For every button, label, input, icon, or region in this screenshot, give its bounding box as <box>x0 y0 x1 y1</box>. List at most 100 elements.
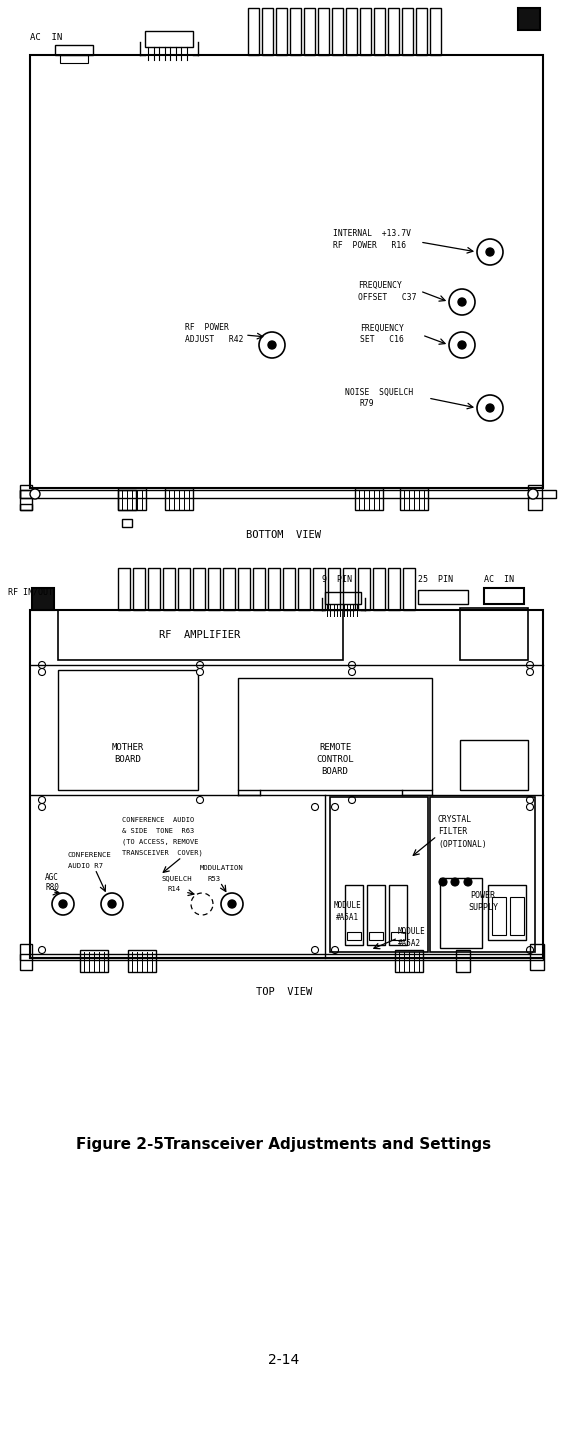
Bar <box>400 488 428 510</box>
Text: BOARD: BOARD <box>115 754 141 763</box>
Bar <box>402 9 413 55</box>
Text: MODULE: MODULE <box>398 928 426 937</box>
Text: Figure 2-5Transceiver Adjustments and Settings: Figure 2-5Transceiver Adjustments and Se… <box>77 1138 491 1153</box>
Bar <box>55 45 93 55</box>
Circle shape <box>477 395 503 421</box>
Bar <box>492 896 506 935</box>
Bar <box>32 588 54 610</box>
Bar <box>416 9 427 55</box>
Bar <box>118 489 136 510</box>
Circle shape <box>30 489 40 500</box>
Text: TOP  VIEW: TOP VIEW <box>256 988 312 998</box>
Bar <box>369 933 383 940</box>
Circle shape <box>52 893 74 915</box>
Text: AGC: AGC <box>45 873 59 882</box>
Circle shape <box>527 804 533 811</box>
Bar <box>403 568 415 610</box>
Bar <box>30 610 543 959</box>
Circle shape <box>259 332 285 358</box>
Bar <box>391 933 405 940</box>
Circle shape <box>108 901 116 908</box>
Bar <box>395 950 423 972</box>
Bar <box>389 885 407 946</box>
Circle shape <box>527 669 533 676</box>
Text: NOISE  SQUELCH: NOISE SQUELCH <box>345 388 414 397</box>
Circle shape <box>527 796 533 804</box>
Text: TRANSCEIVER  COVER): TRANSCEIVER COVER) <box>122 850 203 856</box>
Text: CONFERENCE  AUDIO: CONFERENCE AUDIO <box>122 817 194 822</box>
Bar <box>304 9 315 55</box>
Bar <box>298 568 310 610</box>
Text: CRYSTAL: CRYSTAL <box>438 815 472 824</box>
Bar <box>456 950 470 972</box>
Text: R80: R80 <box>45 883 59 892</box>
Text: RF  POWER: RF POWER <box>185 323 229 333</box>
Text: R79: R79 <box>360 400 375 408</box>
Text: SQUELCH: SQUELCH <box>162 875 193 880</box>
Text: 9  PIN: 9 PIN <box>322 575 352 585</box>
Bar <box>163 568 175 610</box>
Text: AC  IN: AC IN <box>30 32 62 42</box>
Bar <box>347 933 361 940</box>
Bar <box>374 9 385 55</box>
Circle shape <box>349 669 356 676</box>
Circle shape <box>39 947 45 953</box>
Bar <box>133 568 145 610</box>
Bar <box>165 488 193 510</box>
Circle shape <box>464 877 472 886</box>
Bar <box>118 488 146 510</box>
Bar <box>328 568 340 610</box>
Bar <box>346 9 357 55</box>
Circle shape <box>349 662 356 669</box>
Text: FILTER: FILTER <box>438 827 467 837</box>
Text: INTERNAL  +13.7V: INTERNAL +13.7V <box>333 229 411 239</box>
Bar <box>276 9 287 55</box>
Circle shape <box>39 804 45 811</box>
Text: FREQUENCY: FREQUENCY <box>360 323 404 333</box>
Bar <box>430 9 441 55</box>
Bar <box>510 896 524 935</box>
Circle shape <box>39 662 45 669</box>
Circle shape <box>527 947 533 953</box>
Bar <box>148 568 160 610</box>
Bar <box>345 885 363 946</box>
Bar <box>373 568 385 610</box>
Circle shape <box>197 662 203 669</box>
Bar <box>268 568 280 610</box>
Circle shape <box>332 804 339 811</box>
Bar <box>418 589 468 604</box>
Bar <box>530 944 544 970</box>
Text: SET   C16: SET C16 <box>360 336 404 345</box>
Bar <box>430 796 535 951</box>
Bar <box>343 568 355 610</box>
Bar <box>238 678 432 791</box>
Bar <box>325 592 361 604</box>
Circle shape <box>449 290 475 316</box>
Bar <box>440 877 482 948</box>
Circle shape <box>268 340 276 349</box>
Bar <box>355 488 383 510</box>
Circle shape <box>101 893 123 915</box>
Circle shape <box>197 669 203 676</box>
Text: MODULATION: MODULATION <box>200 864 244 872</box>
Text: #A5A1: #A5A1 <box>336 912 360 921</box>
Circle shape <box>528 489 538 500</box>
Bar <box>118 568 130 610</box>
Circle shape <box>349 796 356 804</box>
Text: R53: R53 <box>208 876 221 882</box>
Text: FREQUENCY: FREQUENCY <box>358 281 402 290</box>
Circle shape <box>39 669 45 676</box>
Bar <box>460 740 528 791</box>
Text: AC  IN: AC IN <box>484 575 514 585</box>
Text: & SIDE  TONE  R63: & SIDE TONE R63 <box>122 828 194 834</box>
Bar <box>484 588 524 604</box>
Text: ADJUST   R42: ADJUST R42 <box>185 336 244 345</box>
Bar <box>488 885 526 940</box>
Circle shape <box>486 248 494 256</box>
Bar <box>20 504 32 510</box>
Circle shape <box>39 796 45 804</box>
Bar <box>178 568 190 610</box>
Bar <box>128 950 156 972</box>
Text: BOARD: BOARD <box>321 767 348 776</box>
Bar <box>460 608 528 660</box>
